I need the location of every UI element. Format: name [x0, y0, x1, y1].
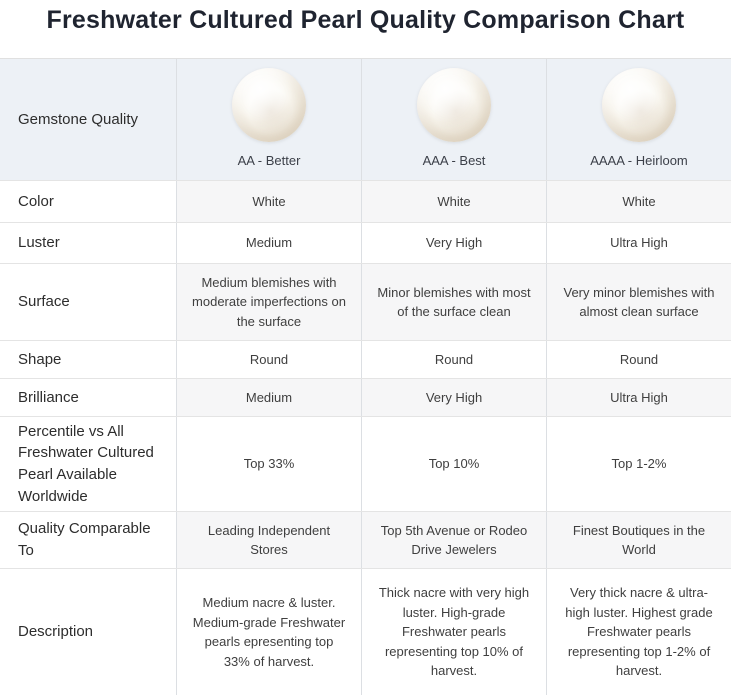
- cell-comparable-aaa: Top 5th Avenue or Rodeo Drive Jewelers: [361, 512, 546, 568]
- cell-luster-aaaa: Ultra High: [546, 223, 731, 263]
- cell-percentile-aa: Top 33%: [176, 417, 361, 511]
- cell-description-aaaa: Very thick nacre & ultra-high luster. Hi…: [546, 569, 731, 695]
- cell-surface-aaaa: Very minor blemishes with almost clean s…: [546, 264, 731, 340]
- row-label-description: Description: [0, 569, 176, 695]
- row-label-shape: Shape: [0, 341, 176, 378]
- header-row-label: Gemstone Quality: [0, 59, 176, 180]
- cell-comparable-aa: Leading Independent Stores: [176, 512, 361, 568]
- pearl-image-aa: [232, 67, 306, 142]
- row-label-color: Color: [0, 181, 176, 222]
- grade-label-aaa: AAA - Best: [422, 152, 486, 168]
- cell-brilliance-aaa: Very High: [361, 379, 546, 416]
- cell-percentile-aaa: Top 10%: [361, 417, 546, 511]
- row-label-comparable: Quality Comparable To: [0, 512, 176, 568]
- pearl-image-aaaa: [602, 67, 676, 142]
- cell-color-aaa: White: [361, 181, 546, 222]
- table-row-surface: Surface Medium blemishes with moderate i…: [0, 263, 731, 340]
- cell-color-aaaa: White: [546, 181, 731, 222]
- cell-percentile-aaaa: Top 1-2%: [546, 417, 731, 511]
- table-row-comparable: Quality Comparable To Leading Independen…: [0, 511, 731, 568]
- row-label-luster: Luster: [0, 223, 176, 263]
- cell-description-aaa: Thick nacre with very high luster. High-…: [361, 569, 546, 695]
- cell-color-aa: White: [176, 181, 361, 222]
- cell-luster-aaa: Very High: [361, 223, 546, 263]
- row-label-surface: Surface: [0, 264, 176, 340]
- pearl-image-aaa: [417, 67, 491, 142]
- cell-shape-aa: Round: [176, 341, 361, 378]
- page-title: Freshwater Cultured Pearl Quality Compar…: [46, 6, 685, 34]
- row-label-percentile: Percentile vs All Freshwater Cultured Pe…: [0, 417, 176, 511]
- cell-shape-aaaa: Round: [546, 341, 731, 378]
- grade-column-aaaa: AAAA - Heirloom: [546, 59, 731, 180]
- grade-column-aaa: AAA - Best: [361, 59, 546, 180]
- table-row-percentile: Percentile vs All Freshwater Cultured Pe…: [0, 416, 731, 511]
- table-header-row: Gemstone Quality AA - Better AAA - Best …: [0, 58, 731, 180]
- table-row-description: Description Medium nacre & luster. Mediu…: [0, 568, 731, 695]
- cell-shape-aaa: Round: [361, 341, 546, 378]
- cell-description-aa: Medium nacre & luster. Medium-grade Fres…: [176, 569, 361, 695]
- table-row-brilliance: Brilliance Medium Very High Ultra High: [0, 378, 731, 416]
- cell-brilliance-aaaa: Ultra High: [546, 379, 731, 416]
- table-row-shape: Shape Round Round Round: [0, 340, 731, 378]
- grade-label-aa: AA - Better: [237, 152, 301, 168]
- cell-brilliance-aa: Medium: [176, 379, 361, 416]
- table-row-luster: Luster Medium Very High Ultra High: [0, 222, 731, 263]
- cell-comparable-aaaa: Finest Boutiques in the World: [546, 512, 731, 568]
- row-label-brilliance: Brilliance: [0, 379, 176, 416]
- grade-column-aa: AA - Better: [176, 59, 361, 180]
- grade-label-aaaa: AAAA - Heirloom: [590, 152, 688, 168]
- cell-surface-aa: Medium blemishes with moderate imperfect…: [176, 264, 361, 340]
- table-row-color: Color White White White: [0, 180, 731, 222]
- cell-luster-aa: Medium: [176, 223, 361, 263]
- comparison-table: Gemstone Quality AA - Better AAA - Best …: [0, 58, 731, 695]
- cell-surface-aaa: Minor blemishes with most of the surface…: [361, 264, 546, 340]
